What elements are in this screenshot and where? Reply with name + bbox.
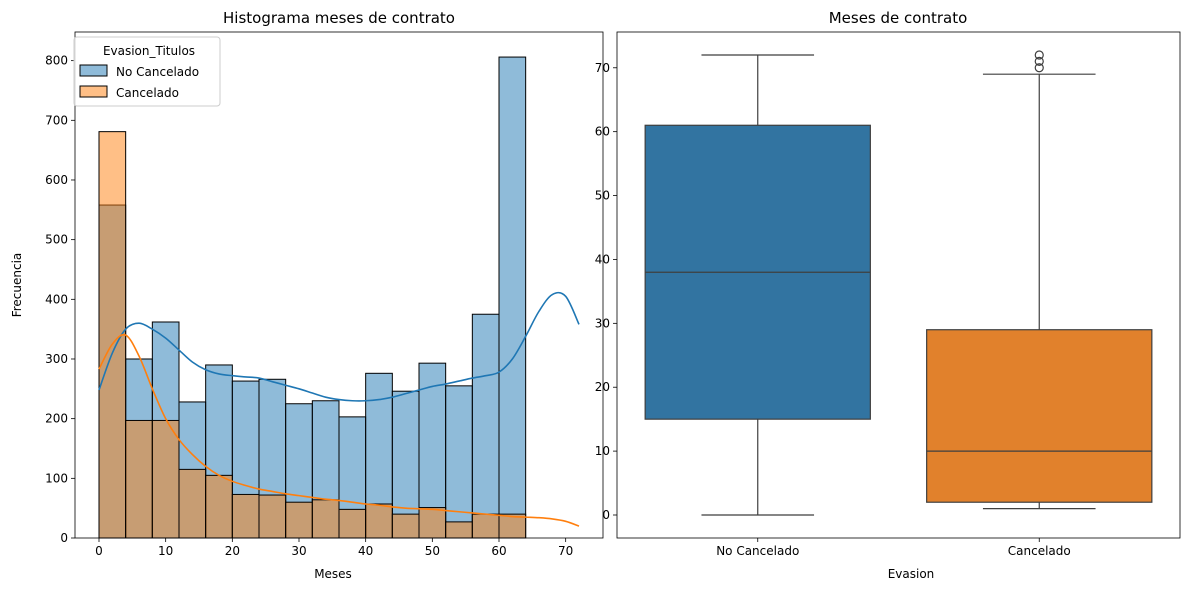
histogram-bar-no-cancelado	[445, 385, 473, 539]
boxplot-y-tick-label: 50	[595, 189, 610, 203]
legend-swatch-no-cancelado	[79, 64, 108, 77]
boxplot-box-cancelado	[926, 329, 1153, 503]
legend-label-no-cancelado: No Cancelado	[116, 65, 199, 79]
histogram-y-tick-label: 800	[45, 54, 68, 68]
histogram-x-tick-label: 70	[558, 544, 573, 558]
histogram-bar-cancelado	[311, 499, 340, 539]
histogram-x-axis-label: Meses	[314, 567, 352, 581]
boxplot-x-axis-label: Evasion	[888, 567, 935, 581]
boxplot-axes-frame	[616, 31, 1181, 539]
boxplot-y-tick-label: 40	[595, 252, 610, 266]
histogram-bar-no-cancelado	[498, 56, 527, 539]
histogram-bar-cancelado	[445, 521, 473, 539]
histogram-bar-cancelado	[418, 507, 447, 539]
histogram-bar-cancelado	[258, 494, 287, 539]
histogram-x-tick-label: 50	[425, 544, 440, 558]
histogram-y-tick-label: 300	[45, 352, 68, 366]
boxplot-y-tick-label: 70	[595, 61, 610, 75]
boxplot-y-tick-label: 0	[602, 508, 610, 522]
boxplot-y-tick-label: 60	[595, 125, 610, 139]
histogram-x-tick-label: 40	[358, 544, 373, 558]
boxplot-y-tick-label: 30	[595, 316, 610, 330]
boxplot-y-tick-label: 10	[595, 444, 610, 458]
boxplot-panel: 0 10 20 30 40 50 60 70 No Cancelado Cancelado Me…	[595, 9, 1181, 581]
histogram-bar-cancelado	[205, 474, 233, 539]
histogram-bar-cancelado	[391, 513, 420, 539]
histogram-panel: 0 100 200 300 400 500 600 700 800 0 10 20 30 40 50 60 7…	[10, 9, 604, 581]
boxplot-x-tick-label: No Cancelado	[716, 544, 799, 558]
histogram-bar-cancelado	[365, 503, 393, 539]
histogram-bar-cancelado	[151, 419, 180, 539]
histogram-y-axis-label: Frecuencia	[10, 253, 24, 318]
histogram-axes-frame	[74, 31, 604, 539]
histogram-y-tick-label: 100	[45, 471, 68, 485]
boxplot-x-tick-label: Cancelado	[1008, 544, 1071, 558]
boxplot-outlier-cancelado	[1034, 56, 1044, 66]
histogram-y-tick-label: 0	[60, 531, 68, 545]
legend-label-cancelado: Cancelado	[116, 86, 179, 100]
histogram-bar-cancelado	[285, 501, 313, 539]
histogram-y-tick-label: 400	[45, 292, 68, 306]
boxplot-title: Meses de contrato	[829, 9, 968, 27]
kde-line-cancelado	[98, 333, 580, 527]
kde-line-no-cancelado	[98, 291, 580, 402]
boxplot-y-tick-label: 20	[595, 380, 610, 394]
histogram-y-tick-label: 200	[45, 412, 68, 426]
histogram-bar-cancelado	[178, 468, 207, 539]
histogram-bar-no-cancelado	[391, 390, 420, 539]
histogram-title: Histograma meses de contrato	[223, 9, 455, 27]
histogram-y-tick-label: 700	[45, 113, 68, 127]
histogram-y-tick-label: 500	[45, 233, 68, 247]
histogram-x-tick-label: 30	[291, 544, 306, 558]
legend-frame	[73, 36, 221, 107]
boxplot-outlier-cancelado	[1034, 50, 1044, 60]
legend-title: Evasion_Titulos	[103, 44, 195, 58]
histogram-bar-cancelado	[231, 493, 260, 539]
histogram-x-tick-label: 20	[225, 544, 240, 558]
histogram-x-tick-label: 0	[95, 544, 103, 558]
histogram-legend: Evasion_Titulos No Cancelado Cancelado	[73, 36, 221, 107]
boxplot-outlier-cancelado	[1034, 63, 1044, 73]
histogram-x-tick-label: 10	[158, 544, 173, 558]
histogram-y-tick-label: 600	[45, 173, 68, 187]
histogram-bar-cancelado	[338, 508, 367, 539]
histogram-x-tick-label: 60	[491, 544, 506, 558]
legend-swatch-cancelado	[79, 85, 108, 98]
histogram-bar-cancelado	[471, 513, 500, 539]
histogram-bar-cancelado	[125, 419, 153, 539]
histogram-bar-no-cancelado	[471, 313, 500, 539]
